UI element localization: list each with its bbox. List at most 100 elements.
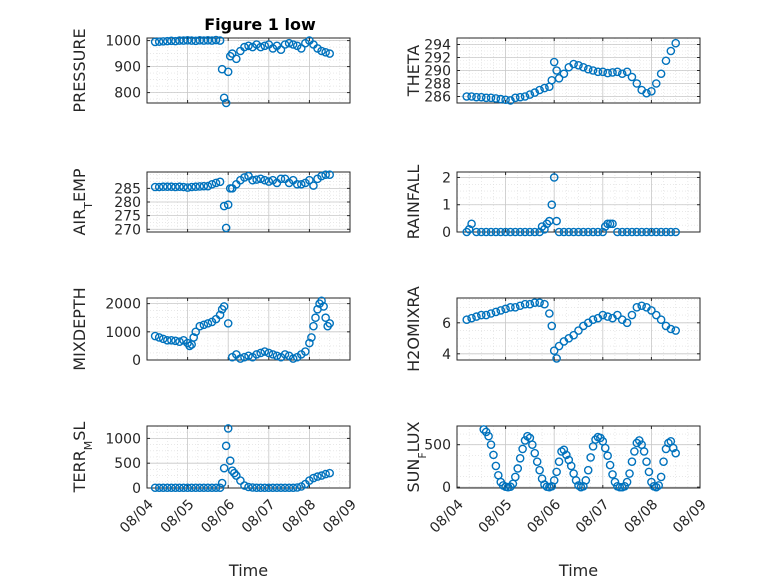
data-point xyxy=(317,296,326,306)
data-point xyxy=(627,227,637,237)
data-point xyxy=(627,310,637,320)
y-tick-label: 285 xyxy=(114,181,141,197)
data-point xyxy=(540,224,549,234)
axes-box xyxy=(456,425,701,489)
data-point xyxy=(515,453,525,463)
data-point xyxy=(583,64,593,74)
data-point xyxy=(240,352,249,362)
data-point xyxy=(574,227,583,237)
data-point xyxy=(511,302,520,312)
data-point xyxy=(506,302,515,312)
panel-pressure: 800 900 1000 PRESSURE xyxy=(70,28,351,113)
data-point xyxy=(307,333,316,342)
data-point xyxy=(272,483,282,493)
data-point xyxy=(150,182,160,192)
data-point xyxy=(651,310,661,320)
data-point xyxy=(603,451,612,461)
data-point xyxy=(472,227,481,237)
data-point xyxy=(598,227,608,237)
data-point xyxy=(325,49,335,58)
data-point xyxy=(187,182,196,192)
data-point xyxy=(232,54,241,64)
data-point xyxy=(481,93,491,103)
data-point xyxy=(191,327,201,337)
data-point xyxy=(603,219,612,229)
data-point xyxy=(256,174,265,184)
data-point xyxy=(513,464,523,473)
data-point xyxy=(150,37,160,47)
data-point xyxy=(530,88,540,97)
data-point xyxy=(520,299,530,309)
x-tick-label: 08/06 xyxy=(198,497,238,537)
x-tick-label: 08/04 xyxy=(427,497,467,537)
data-point xyxy=(321,170,330,180)
data-point xyxy=(651,227,661,237)
panel-h2omixra: 4 6 H2OMIXRA xyxy=(404,286,701,372)
data-point xyxy=(301,347,310,356)
data-point xyxy=(280,350,290,359)
data-point xyxy=(625,469,634,478)
data-point xyxy=(661,227,671,237)
y-tick-label: 286 xyxy=(424,90,451,106)
data-point xyxy=(668,443,678,453)
y-tick-label: 500 xyxy=(424,438,451,454)
y-tick-label: 1000 xyxy=(105,325,141,341)
data-point xyxy=(154,37,164,46)
y-tick-label: 2 xyxy=(442,170,451,186)
data-point xyxy=(532,457,542,466)
data-point xyxy=(252,175,261,184)
data-point xyxy=(296,179,306,189)
y-axis-label: THETA xyxy=(404,45,423,97)
data-point xyxy=(605,460,615,470)
y-tick-label: 1 xyxy=(442,198,451,214)
figure-title: Figure 1 low xyxy=(204,15,316,34)
data-point xyxy=(581,476,591,485)
y-tick-label: 0 xyxy=(442,225,451,241)
data-point xyxy=(268,350,278,359)
data-point xyxy=(530,448,540,458)
data-point xyxy=(622,477,632,487)
data-point xyxy=(260,175,270,185)
data-point xyxy=(179,182,188,192)
data-point xyxy=(183,183,192,192)
y-tick-label: 0 xyxy=(132,353,141,369)
data-point xyxy=(260,41,270,51)
data-point xyxy=(227,49,237,58)
y-axis-label: RAINFALL xyxy=(404,165,423,240)
data-point xyxy=(217,478,227,488)
data-point xyxy=(647,227,656,237)
data-point xyxy=(203,181,213,191)
data-point xyxy=(486,93,496,103)
data-point xyxy=(325,170,335,180)
data-point xyxy=(203,319,213,328)
x-axis-label: Time xyxy=(228,561,268,580)
data-point xyxy=(280,40,290,49)
data-point xyxy=(525,90,535,99)
data-point xyxy=(199,181,209,191)
data-point xyxy=(634,436,644,445)
data-point xyxy=(229,468,239,478)
y-tick-label: 800 xyxy=(114,86,141,102)
data-point xyxy=(292,179,302,189)
y-tick-label: 275 xyxy=(114,209,141,225)
data-point xyxy=(284,483,294,493)
data-point xyxy=(659,457,668,466)
data-point xyxy=(476,92,486,102)
data-point xyxy=(240,42,249,52)
data-point xyxy=(260,483,270,493)
data-point xyxy=(496,227,506,237)
data-point xyxy=(639,447,649,456)
data-point xyxy=(666,324,676,334)
data-point xyxy=(175,483,184,493)
y-tick-label: 4 xyxy=(442,347,451,363)
data-point xyxy=(642,227,651,237)
data-point xyxy=(489,450,498,460)
data-point xyxy=(244,351,253,361)
data-point xyxy=(579,227,588,237)
data-point xyxy=(276,174,286,184)
data-point xyxy=(472,92,481,102)
data-point xyxy=(325,468,335,478)
data-point xyxy=(547,321,557,331)
data-point xyxy=(661,56,671,66)
data-point xyxy=(179,36,188,45)
